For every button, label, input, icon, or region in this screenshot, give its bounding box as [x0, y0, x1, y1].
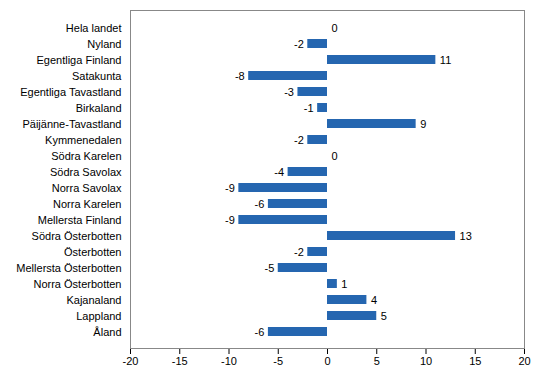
svg-text:Nyland: Nyland	[87, 38, 121, 50]
svg-text:-8: -8	[235, 70, 245, 82]
svg-text:Åland: Åland	[93, 326, 121, 338]
svg-text:Mellersta Österbotten: Mellersta Österbotten	[16, 262, 121, 274]
svg-text:15: 15	[469, 355, 481, 367]
svg-text:-9: -9	[225, 182, 235, 194]
svg-text:0: 0	[324, 355, 330, 367]
svg-text:9: 9	[420, 118, 426, 130]
svg-text:-2: -2	[294, 246, 304, 258]
svg-text:Norra Karelen: Norra Karelen	[53, 198, 121, 210]
svg-text:11: 11	[440, 54, 451, 66]
svg-text:Södra Savolax: Södra Savolax	[50, 166, 122, 178]
svg-text:Päijänne-Tavastland: Päijänne-Tavastland	[22, 118, 121, 130]
svg-text:-5: -5	[264, 262, 274, 274]
svg-text:Egentliga Tavastland: Egentliga Tavastland	[20, 86, 121, 98]
svg-text:-10: -10	[221, 355, 237, 367]
svg-text:Satakunta: Satakunta	[72, 70, 122, 82]
svg-text:0: 0	[332, 22, 338, 34]
svg-text:Norra Savolax: Norra Savolax	[52, 182, 122, 194]
svg-text:Södra Österbotten: Södra Österbotten	[32, 230, 122, 242]
svg-text:-2: -2	[294, 134, 304, 146]
svg-text:-4: -4	[274, 166, 284, 178]
svg-text:Kajanaland: Kajanaland	[66, 294, 121, 306]
svg-text:Mellersta Finland: Mellersta Finland	[38, 214, 122, 226]
svg-text:-3: -3	[284, 86, 294, 98]
svg-text:1: 1	[341, 278, 347, 290]
svg-text:10: 10	[420, 355, 432, 367]
svg-text:-15: -15	[172, 355, 188, 367]
svg-text:-6: -6	[255, 326, 265, 338]
svg-text:Birkaland: Birkaland	[76, 102, 122, 114]
svg-text:Lappland: Lappland	[76, 310, 121, 322]
svg-text:Egentliga Finland: Egentliga Finland	[36, 54, 121, 66]
svg-text:-2: -2	[294, 38, 304, 50]
svg-text:0: 0	[332, 150, 338, 162]
svg-text:-1: -1	[304, 102, 314, 114]
svg-text:Kymmenedalen: Kymmenedalen	[45, 134, 121, 146]
svg-text:Norra Österbotten: Norra Österbotten	[33, 278, 121, 290]
svg-text:Hela landet: Hela landet	[66, 22, 122, 34]
svg-text:5: 5	[374, 355, 380, 367]
svg-text:-6: -6	[255, 198, 265, 210]
svg-text:-9: -9	[225, 214, 235, 226]
svg-text:-5: -5	[273, 355, 283, 367]
svg-text:5: 5	[381, 310, 387, 322]
svg-text:Södra Karelen: Södra Karelen	[51, 150, 121, 162]
svg-text:4: 4	[371, 294, 377, 306]
svg-text:20: 20	[518, 355, 530, 367]
svg-text:-20: -20	[123, 355, 139, 367]
svg-text:Österbotten: Österbotten	[64, 246, 121, 258]
svg-text:13: 13	[460, 230, 472, 242]
